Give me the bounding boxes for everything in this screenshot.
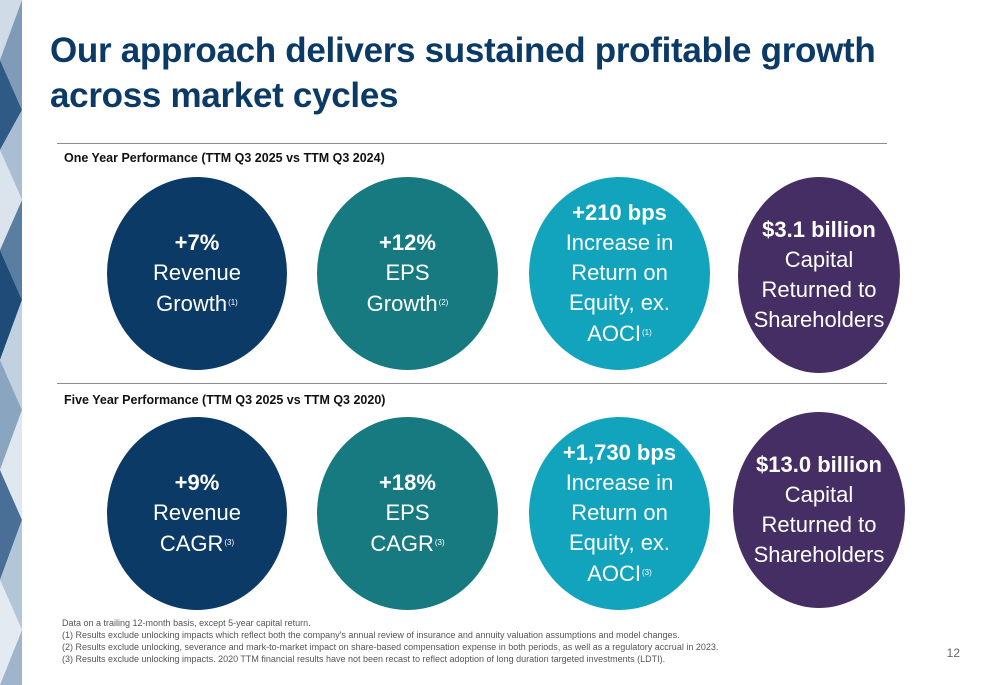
roe-label-4-text: AOCI <box>587 321 641 346</box>
five-year-eps-circle: +18% EPS CAGR(3) <box>317 417 498 610</box>
one-year-capital-circle: $3.1 billion Capital Returned to Shareho… <box>738 177 900 373</box>
revenue-label: Revenue <box>152 500 242 525</box>
one-year-eps-circle: +12% EPS Growth(2) <box>317 177 498 370</box>
five-year-section-label: Five Year Performance (TTM Q3 2025 vs TT… <box>64 393 386 407</box>
revenue-value: +9% <box>174 470 220 495</box>
footnote-ref: (2) <box>438 298 449 307</box>
revenue-sublabel-text: CAGR <box>159 531 224 556</box>
capital-label-1: Capital <box>784 482 854 507</box>
footnote-ref: (1) <box>642 328 652 337</box>
roe-label-1: Increase in <box>565 470 674 495</box>
roe-label-2: Return on <box>571 260 668 285</box>
eps-label: EPS <box>385 260 430 285</box>
footnote-1: (1) Results exclude unlocking impacts wh… <box>62 630 680 640</box>
divider-middle <box>57 383 887 384</box>
five-year-revenue-circle: +9% Revenue CAGR(3) <box>107 417 287 610</box>
decorative-left-pattern <box>0 0 22 685</box>
capital-label-2: Returned to <box>761 277 877 302</box>
eps-sublabel-text: CAGR <box>370 531 434 556</box>
footnote-2: (2) Results exclude unlocking, severance… <box>62 642 719 652</box>
footnote-3: (3) Results exclude unlocking impacts. 2… <box>62 654 666 664</box>
footnotes: Data on a trailing 12-month basis, excep… <box>62 617 922 665</box>
footnote-intro: Data on a trailing 12-month basis, excep… <box>62 618 311 628</box>
revenue-sublabel: Growth(1) <box>156 288 238 319</box>
capital-label-1: Capital <box>784 247 854 272</box>
eps-value: +18% <box>379 470 436 495</box>
footnote-ref: (1) <box>228 298 238 307</box>
eps-sublabel: CAGR(3) <box>370 528 444 559</box>
roe-label-4: AOCI(3) <box>587 558 652 589</box>
revenue-sublabel-text: Growth <box>156 291 228 316</box>
revenue-label: Revenue <box>152 260 242 285</box>
footnote-ref: (3) <box>434 538 445 547</box>
footnote-ref: (3) <box>224 538 235 547</box>
roe-label-4-text: AOCI <box>587 561 641 586</box>
roe-label-2: Return on <box>571 500 668 525</box>
roe-label-3: Equity, ex. <box>568 290 671 315</box>
footnote-ref: (3) <box>642 568 652 577</box>
capital-label-3: Shareholders <box>753 542 885 567</box>
revenue-value: +7% <box>174 230 220 255</box>
capital-value: $3.1 billion <box>762 217 876 242</box>
page-title: Our approach delivers sustained profitab… <box>50 31 876 115</box>
divider-top <box>57 143 887 144</box>
five-year-capital-circle: $13.0 billion Capital Returned to Shareh… <box>733 412 905 608</box>
roe-value: +1,730 bps <box>562 440 677 465</box>
page-number: 12 <box>946 646 960 660</box>
eps-value: +12% <box>379 230 436 255</box>
capital-label-3: Shareholders <box>753 307 885 332</box>
one-year-revenue-circle: +7% Revenue Growth(1) <box>107 177 287 370</box>
five-year-roe-circle: +1,730 bps Increase in Return on Equity,… <box>529 417 710 610</box>
one-year-roe-circle: +210 bps Increase in Return on Equity, e… <box>529 177 710 370</box>
eps-sublabel-text: Growth <box>366 291 438 316</box>
capital-label-2: Returned to <box>761 512 877 537</box>
roe-label-3: Equity, ex. <box>568 530 671 555</box>
eps-sublabel: Growth(2) <box>367 288 449 319</box>
eps-label: EPS <box>385 500 430 525</box>
one-year-section-label: One Year Performance (TTM Q3 2025 vs TTM… <box>64 151 385 165</box>
revenue-sublabel: CAGR(3) <box>160 528 234 559</box>
roe-label-4: AOCI(1) <box>587 318 652 349</box>
roe-value: +210 bps <box>572 200 667 225</box>
roe-label-1: Increase in <box>565 230 674 255</box>
capital-value: $13.0 billion <box>756 452 882 477</box>
